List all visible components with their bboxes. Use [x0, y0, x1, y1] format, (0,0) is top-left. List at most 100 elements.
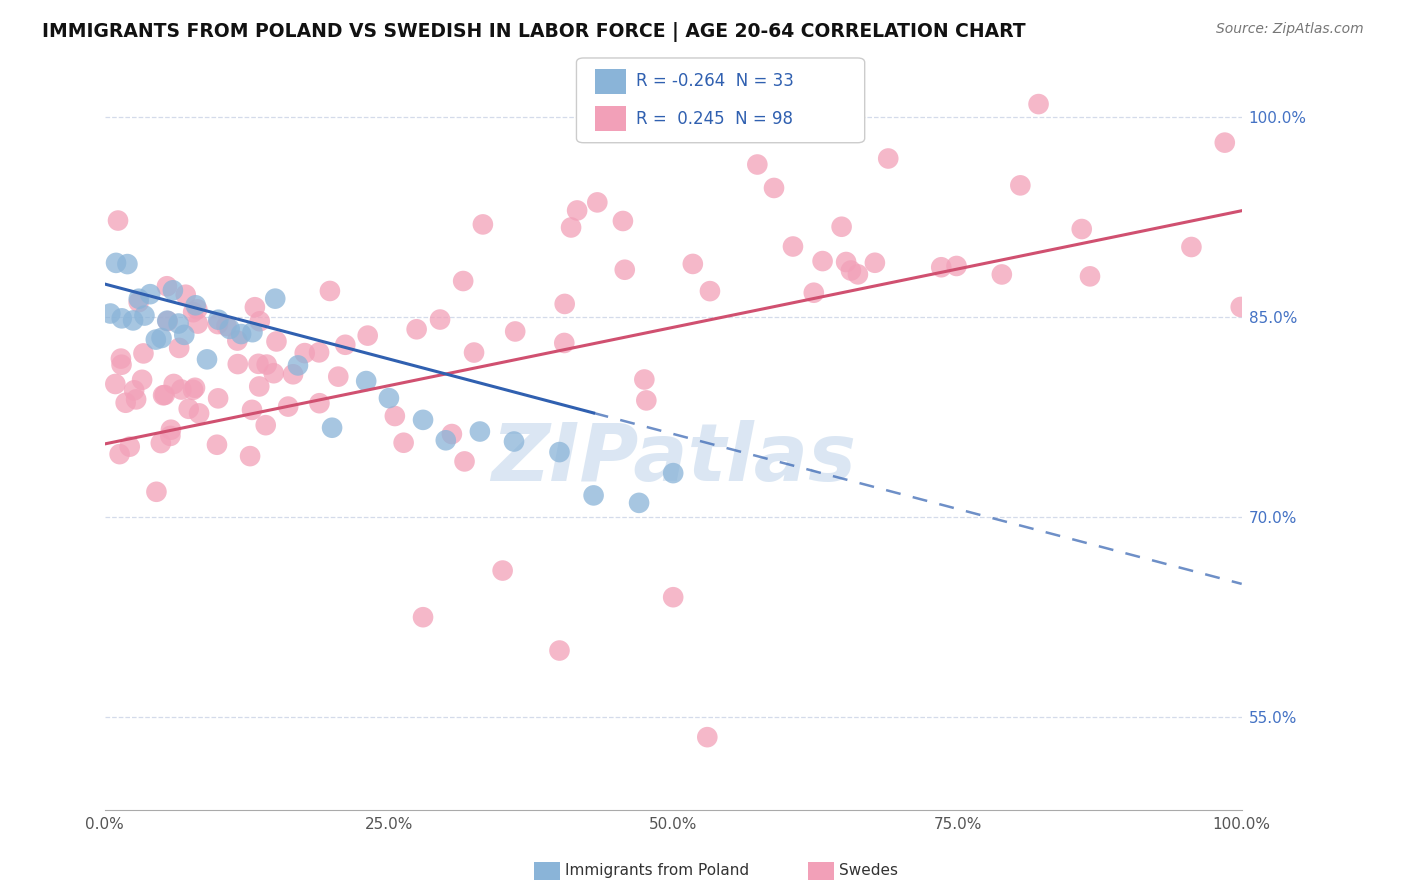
Point [207, 392, 229, 406]
Point [763, 181, 786, 195]
Point [173, 327, 195, 342]
Point [134, 309, 156, 323]
Point [503, 325, 526, 339]
Point [226, 334, 249, 348]
Point [835, 255, 858, 269]
Point [207, 317, 229, 331]
Point [451, 274, 474, 288]
Point [503, 434, 526, 449]
Point [187, 317, 209, 331]
Point [328, 369, 350, 384]
Point [548, 643, 571, 657]
Point [117, 257, 139, 271]
Point [628, 496, 651, 510]
Point [132, 346, 155, 360]
Point [553, 335, 575, 350]
Point [471, 218, 494, 232]
Point [468, 425, 491, 439]
Point [170, 383, 193, 397]
Point [184, 298, 207, 312]
Point [139, 287, 162, 301]
Point [747, 157, 769, 171]
Point [122, 313, 145, 327]
Point [846, 268, 869, 282]
Point [254, 418, 277, 433]
Point [565, 203, 588, 218]
Point [412, 413, 434, 427]
Point [321, 421, 343, 435]
Point [612, 214, 634, 228]
Point [392, 435, 415, 450]
Point [308, 396, 330, 410]
Point [128, 295, 150, 310]
Point [1028, 97, 1050, 112]
Point [357, 328, 380, 343]
Point [548, 445, 571, 459]
Point [181, 383, 204, 397]
Point [167, 317, 190, 331]
Point [696, 730, 718, 744]
Point [463, 345, 485, 359]
Point [242, 325, 264, 339]
Point [554, 297, 576, 311]
Point [1180, 240, 1202, 254]
Point [1229, 300, 1251, 314]
Point [145, 484, 167, 499]
Point [249, 314, 271, 328]
Point [335, 338, 357, 352]
Point [429, 312, 451, 326]
Point [281, 368, 304, 382]
Point [114, 396, 136, 410]
Text: R = -0.264  N = 33: R = -0.264 N = 33 [636, 72, 793, 90]
Point [122, 384, 145, 398]
Point [226, 357, 249, 371]
Point [110, 358, 132, 372]
Point [104, 376, 127, 391]
Point [156, 314, 179, 328]
Point [1213, 136, 1236, 150]
Point [150, 331, 173, 345]
Point [152, 388, 174, 402]
Point [215, 319, 238, 334]
Point [256, 358, 278, 372]
Point [636, 393, 658, 408]
Point [662, 466, 685, 480]
Point [107, 213, 129, 227]
Point [174, 287, 197, 301]
Point [240, 403, 263, 417]
Point [108, 447, 131, 461]
Text: IMMIGRANTS FROM POLAND VS SWEDISH IN LABOR FORCE | AGE 20-64 CORRELATION CHART: IMMIGRANTS FROM POLAND VS SWEDISH IN LAB… [42, 22, 1026, 42]
Point [149, 436, 172, 450]
Point [131, 373, 153, 387]
Point [207, 312, 229, 326]
Point [1010, 178, 1032, 193]
Text: Source: ZipAtlas.com: Source: ZipAtlas.com [1216, 22, 1364, 37]
Point [308, 345, 330, 359]
Point [839, 263, 862, 277]
Point [160, 423, 183, 437]
Point [877, 152, 900, 166]
Point [277, 400, 299, 414]
Text: ZIPatlas: ZIPatlas [491, 419, 856, 498]
Point [560, 220, 582, 235]
Point [184, 381, 207, 395]
Point [991, 268, 1014, 282]
Point [264, 292, 287, 306]
Point [412, 610, 434, 624]
Point [181, 305, 204, 319]
Point [440, 427, 463, 442]
Point [405, 322, 427, 336]
Point [156, 279, 179, 293]
Point [782, 239, 804, 253]
Point [111, 311, 134, 326]
Point [354, 374, 377, 388]
Point [145, 333, 167, 347]
Point [378, 391, 401, 405]
Point [831, 219, 853, 234]
Text: R =  0.245  N = 98: R = 0.245 N = 98 [636, 110, 793, 128]
Point [863, 256, 886, 270]
Point [682, 257, 704, 271]
Point [263, 366, 285, 380]
Point [128, 292, 150, 306]
Point [186, 302, 208, 317]
